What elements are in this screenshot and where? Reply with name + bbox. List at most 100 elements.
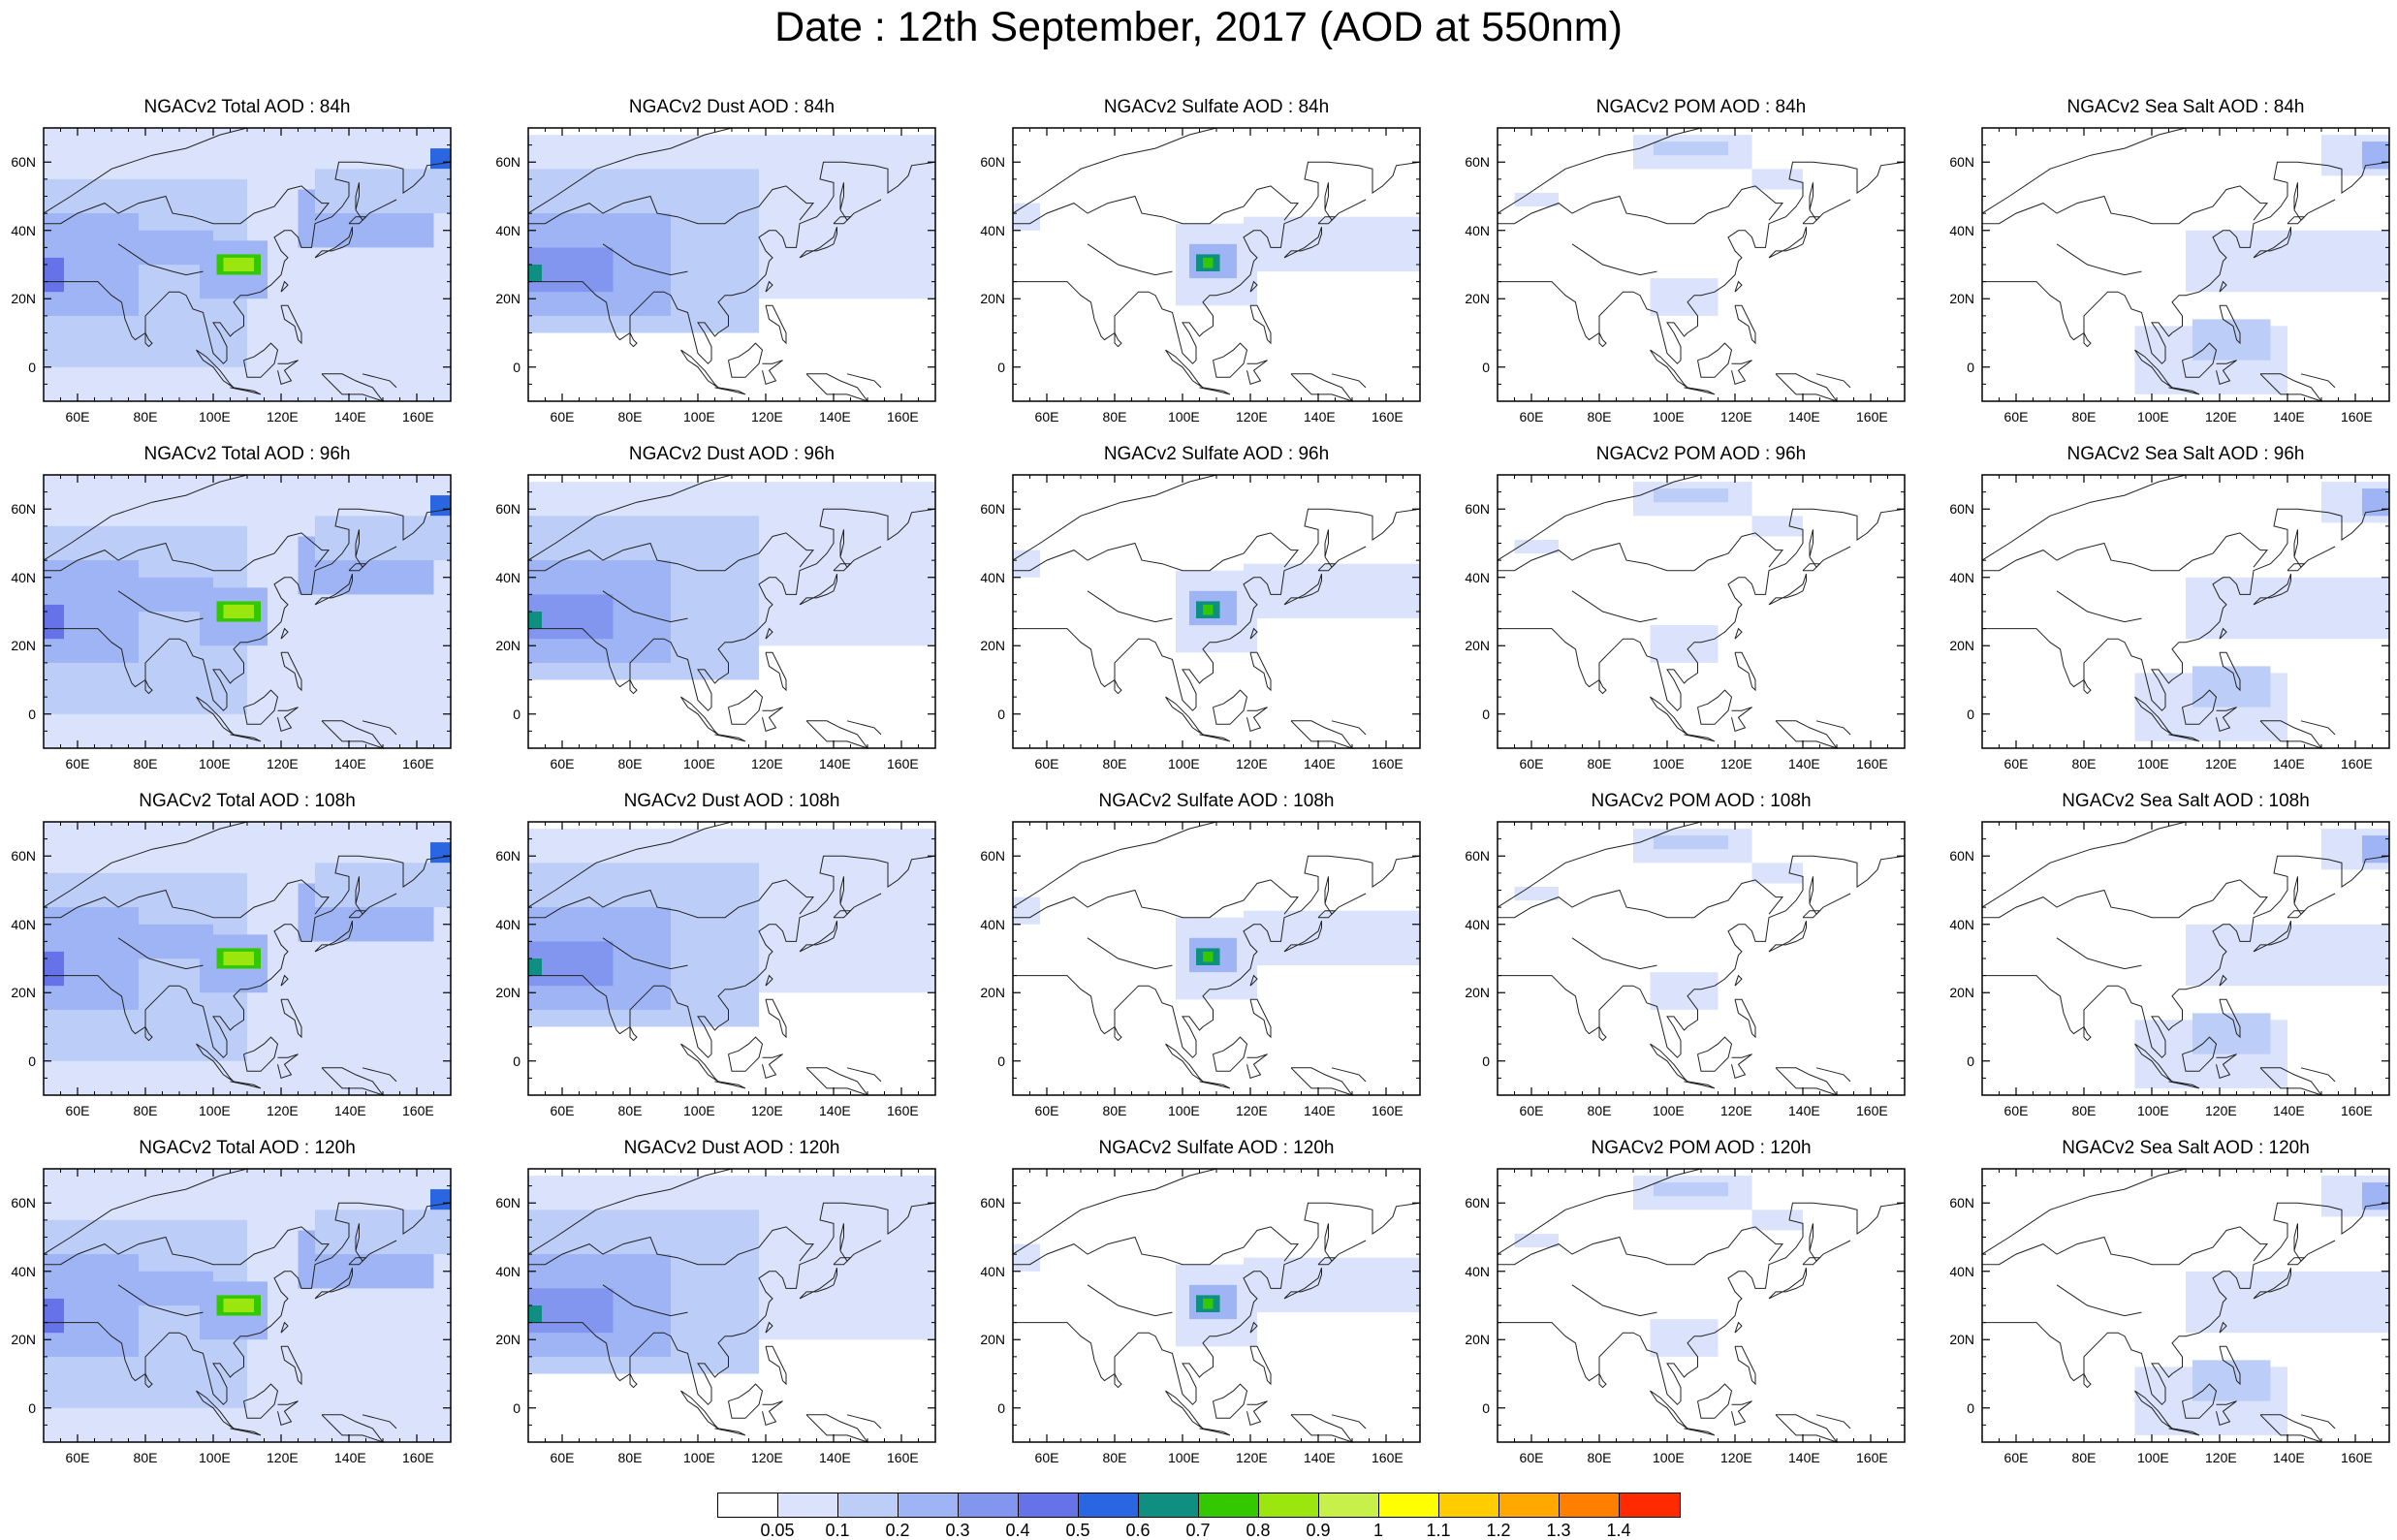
x-tick-label: 160E: [2341, 1103, 2373, 1118]
coastline: [1087, 243, 1173, 276]
coastline: [1246, 707, 1268, 733]
coastline: [1571, 590, 1657, 623]
x-tick-label: 120E: [1720, 409, 1752, 424]
coastline: [1497, 474, 1702, 561]
coastline: [765, 1321, 773, 1334]
coastline: [280, 651, 302, 692]
coastline: [528, 879, 815, 919]
colorbar-label: 1.2: [1486, 1521, 1511, 1540]
colorbar-swatch: [958, 1493, 1020, 1518]
colorbar-label: 0.3: [945, 1521, 970, 1540]
coastline: [314, 1268, 353, 1300]
y-tick-label: 0: [1967, 1399, 1974, 1416]
aod-map: [43, 821, 452, 1096]
coastline: [117, 243, 204, 276]
y-tick-label: 40N: [980, 1263, 1005, 1279]
y-tick-label: 20N: [1949, 985, 1974, 1001]
colorbar-swatch: [1138, 1493, 1200, 1518]
map-panel-seasalt: NGACv2 Sea Salt AOD : 120h 60E 80E 100E 120E…: [1949, 1138, 2390, 1481]
map-panel-sulfate: NGACv2 Sulfate AOD : 96h 60E 80E 100E 120E 14…: [980, 444, 1421, 787]
y-tick-label: 40N: [495, 569, 520, 585]
coastline: [2287, 563, 2306, 572]
y-tick-label: 0: [1967, 359, 1974, 375]
x-tick-label: 160E: [887, 1450, 919, 1465]
coastline: [1815, 1067, 1851, 1083]
coastline: [280, 280, 289, 293]
x-tick-label: 60E: [1034, 756, 1059, 771]
coastline: [1114, 332, 1122, 348]
coastline: [43, 127, 248, 214]
coastline: [362, 1414, 397, 1430]
aod-map: [1012, 1168, 1421, 1443]
coastline: [1498, 508, 1906, 711]
coastline: [1809, 1223, 1814, 1251]
coastline: [2219, 280, 2227, 293]
coastline: [314, 227, 353, 259]
map-panel-pom: NGACv2 POM AOD : 108h 60E 80E 100E 120E 140E 1…: [1465, 791, 1906, 1134]
colorbar-swatch: [1018, 1493, 1080, 1518]
coastline: [2083, 1373, 2092, 1389]
coastline: [2216, 707, 2237, 733]
coastline: [44, 532, 331, 572]
coastline: [1768, 574, 1807, 606]
colorbar-swatch: [1078, 1493, 1140, 1518]
y-tick-label: 60N: [11, 1195, 36, 1211]
coastline: [1249, 280, 1258, 293]
x-tick-label: 120E: [267, 1103, 299, 1118]
coastline: [1114, 1373, 1122, 1389]
coastline: [144, 332, 153, 348]
aod-map: [527, 127, 936, 402]
aod-field-cell: [528, 1288, 614, 1334]
y-tick-label: 60N: [980, 1195, 1005, 1211]
aod-map: [1497, 821, 1906, 1096]
panel-title: NGACv2 Dust AOD : 120h: [623, 1138, 840, 1158]
coastline: [1809, 182, 1814, 210]
x-tick-label: 160E: [887, 756, 919, 771]
y-tick-label: 40N: [980, 222, 1005, 238]
coastline: [1498, 185, 1784, 225]
x-tick-label: 100E: [1653, 756, 1685, 771]
x-tick-label: 100E: [1168, 756, 1200, 771]
aod-map: [1012, 474, 1421, 749]
coastline: [1982, 161, 2390, 364]
x-tick-label: 140E: [2273, 756, 2305, 771]
coastline: [1498, 855, 1906, 1058]
y-tick-label: 20N: [1949, 638, 1974, 654]
coastline: [2083, 1026, 2092, 1042]
coastline: [1697, 342, 1733, 378]
x-tick-label: 80E: [617, 409, 643, 424]
y-tick-label: 60N: [495, 1195, 520, 1211]
colorbar-label: 0.7: [1185, 1521, 1211, 1540]
coastline: [117, 937, 204, 970]
coastline: [1324, 199, 1367, 221]
y-tick-label: 40N: [495, 222, 520, 238]
coastline: [839, 893, 882, 915]
coastline: [1981, 1168, 2187, 1255]
coastline: [528, 1226, 815, 1266]
aod-map: [527, 474, 936, 749]
coastline: [527, 127, 733, 214]
aod-field-cell: [223, 1298, 254, 1312]
coastline: [1734, 627, 1743, 640]
x-tick-label: 140E: [819, 1450, 851, 1465]
coastline: [1324, 529, 1329, 557]
panel-title: NGACv2 Dust AOD : 96h: [628, 444, 836, 464]
coastline: [1981, 821, 2187, 908]
coastline: [527, 821, 733, 908]
coastline: [44, 1202, 452, 1405]
x-tick-label: 60E: [2003, 1450, 2029, 1465]
x-tick-label: 120E: [267, 1450, 299, 1465]
x-tick-label: 160E: [1372, 1450, 1404, 1465]
x-tick-label: 100E: [683, 1450, 715, 1465]
coastline: [714, 734, 746, 742]
panel-title: NGACv2 Sulfate AOD : 84h: [1103, 97, 1330, 117]
coastline: [1012, 127, 1217, 214]
coastline: [799, 574, 837, 606]
coastline: [527, 1168, 733, 1255]
coastline: [43, 821, 248, 908]
x-tick-label: 60E: [2003, 756, 2029, 771]
coastline: [1013, 508, 1421, 711]
coastline: [765, 651, 787, 692]
coastline: [765, 998, 787, 1039]
y-tick-label: 20N: [980, 638, 1005, 654]
